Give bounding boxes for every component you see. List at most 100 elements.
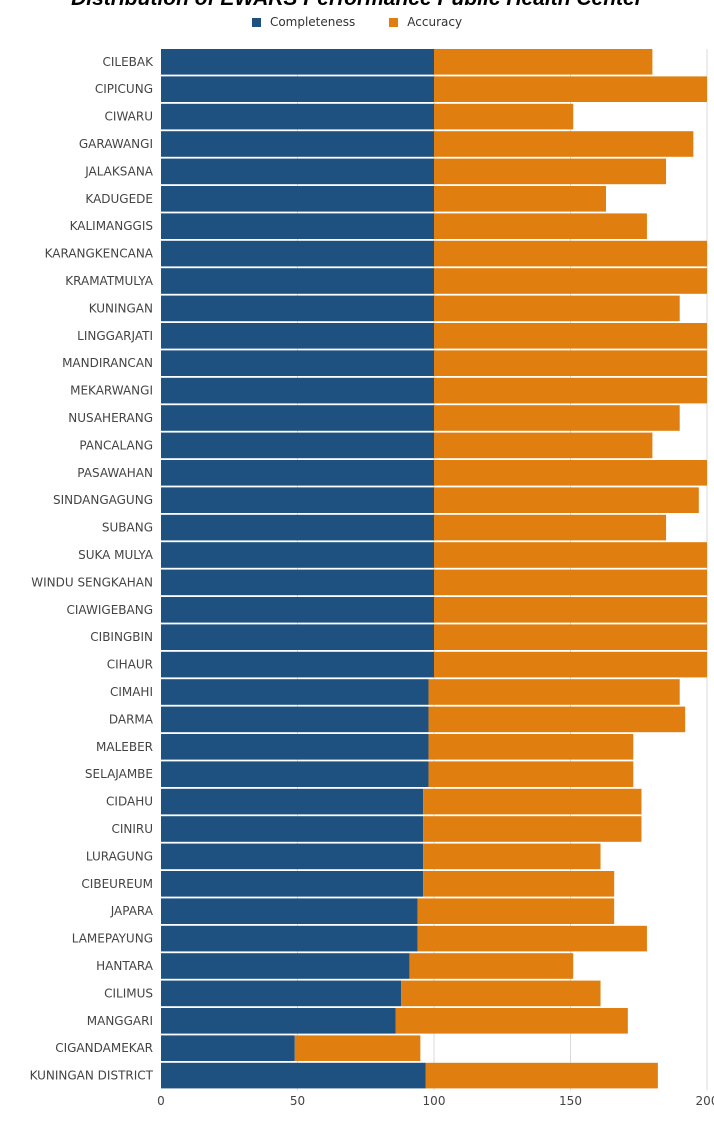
bar-accuracy: [428, 679, 680, 705]
bar-accuracy: [434, 186, 606, 212]
bar-completeness: [161, 131, 434, 157]
bar-completeness: [161, 295, 434, 322]
bar-completeness: [161, 624, 434, 650]
category-label: SELAJAMBE: [85, 767, 153, 781]
category-label: KUNINGAN DISTRICT: [30, 1069, 154, 1083]
bar-accuracy: [428, 761, 634, 787]
bar-completeness: [161, 460, 434, 486]
bar-completeness: [161, 871, 424, 897]
category-label: CIMAHI: [110, 685, 153, 699]
bar-completeness: [161, 350, 434, 376]
bar-completeness: [161, 103, 434, 130]
bar-completeness: [161, 432, 434, 459]
bar-completeness: [161, 323, 434, 349]
bar-accuracy: [434, 432, 653, 459]
bar-completeness: [161, 761, 429, 787]
bar-accuracy: [425, 1062, 658, 1089]
bar-accuracy: [434, 240, 707, 267]
bar-completeness: [161, 925, 418, 952]
bar-accuracy: [423, 871, 615, 897]
bar-completeness: [161, 405, 434, 431]
bar-accuracy: [434, 323, 707, 349]
bar-accuracy: [395, 1008, 628, 1034]
bar-completeness: [161, 213, 434, 239]
category-label: CIPICUNG: [95, 82, 153, 96]
bar-accuracy: [434, 213, 647, 239]
x-tick-label: 150: [559, 1094, 582, 1108]
category-label: KALIMANGGIS: [70, 219, 153, 233]
bar-accuracy: [434, 295, 680, 322]
bar-accuracy: [294, 1035, 421, 1061]
x-tick-label: 100: [423, 1094, 446, 1108]
category-label: SUKA MULYA: [78, 548, 154, 562]
category-label: CIGANDAMEKAR: [55, 1041, 153, 1055]
bar-accuracy: [423, 843, 601, 870]
category-label: MEKARWANGI: [70, 384, 153, 398]
category-label: WINDU SENGKAHAN: [31, 575, 153, 589]
bar-completeness: [161, 734, 429, 760]
x-tick-label: 50: [290, 1094, 305, 1108]
category-label: LAMEPAYUNG: [72, 932, 153, 946]
bar-completeness: [161, 953, 410, 979]
bar-accuracy: [434, 268, 707, 294]
bar-accuracy: [434, 624, 707, 650]
bar-accuracy: [434, 158, 667, 185]
bar-accuracy: [434, 405, 680, 431]
bar-accuracy: [434, 569, 707, 596]
category-label: MANGGARI: [87, 1014, 153, 1028]
bar-completeness: [161, 76, 434, 102]
category-label: CIAWIGEBANG: [67, 603, 153, 617]
category-label: DARMA: [109, 712, 154, 726]
bar-accuracy: [434, 597, 707, 623]
legend: Completeness Accuracy: [0, 14, 714, 30]
bar-completeness: [161, 240, 434, 267]
bar-completeness: [161, 597, 434, 623]
bar-completeness: [161, 569, 434, 596]
bar-completeness: [161, 843, 424, 870]
category-label: LURAGUNG: [86, 849, 153, 863]
category-label: PANCALANG: [79, 438, 153, 452]
bar-accuracy: [423, 816, 642, 842]
bar-completeness: [161, 788, 424, 815]
bar-accuracy: [434, 542, 707, 568]
bar-accuracy: [423, 788, 642, 815]
category-label: MANDIRANCAN: [62, 356, 153, 370]
bar-completeness: [161, 1035, 295, 1061]
category-label: HANTARA: [96, 959, 154, 973]
bar-completeness: [161, 1008, 396, 1034]
bar-completeness: [161, 514, 434, 541]
category-label: CIBEUREUM: [81, 877, 153, 891]
bar-accuracy: [409, 953, 574, 979]
bar-completeness: [161, 542, 434, 568]
bar-completeness: [161, 487, 434, 513]
category-label: NUSAHERANG: [68, 411, 153, 425]
legend-swatch-completeness: [251, 17, 261, 27]
bar-completeness: [161, 651, 434, 678]
category-label: CIWARU: [105, 110, 153, 124]
legend-label-completeness: Completeness: [269, 15, 356, 29]
category-label: CIHAUR: [107, 658, 153, 672]
category-label: PASAWAHAN: [77, 466, 153, 480]
legend-label-accuracy: Accuracy: [407, 15, 463, 29]
chart-title: Distribution of EWARS Performance Public…: [0, 0, 714, 11]
bar-accuracy: [434, 460, 707, 486]
category-label: KRAMATMULYA: [65, 274, 154, 288]
bar-accuracy: [428, 734, 634, 760]
bar-accuracy: [434, 487, 699, 513]
bar-completeness: [161, 980, 402, 1007]
bar-completeness: [161, 706, 429, 733]
bar-completeness: [161, 679, 429, 705]
legend-item-completeness[interactable]: Completeness: [251, 14, 356, 30]
category-label: CINIRU: [111, 822, 153, 836]
x-tick-label: 0: [157, 1094, 165, 1108]
bar-completeness: [161, 158, 434, 185]
category-label: GARAWANGI: [79, 137, 153, 151]
bar-accuracy: [434, 103, 574, 130]
bar-accuracy: [434, 350, 707, 376]
category-label: SINDANGAGUNG: [53, 493, 153, 507]
legend-swatch-accuracy: [389, 17, 399, 27]
category-label: SUBANG: [102, 521, 153, 535]
legend-item-accuracy[interactable]: Accuracy: [389, 14, 462, 30]
bar-accuracy: [434, 49, 653, 75]
